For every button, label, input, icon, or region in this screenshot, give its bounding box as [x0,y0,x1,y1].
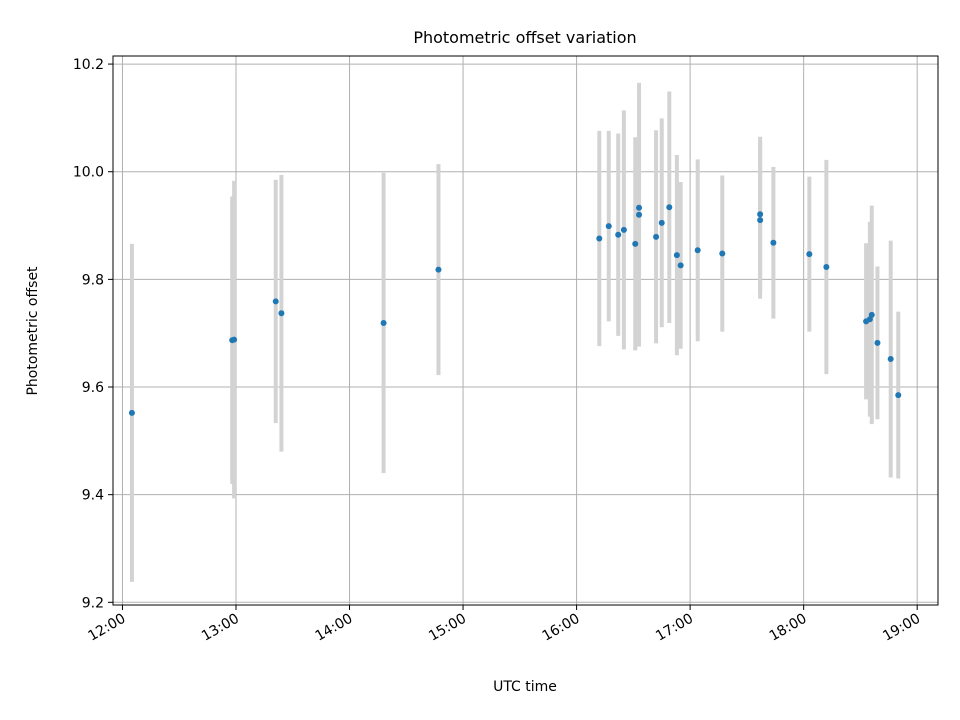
data-point [895,392,902,399]
y-axis-label: Photometric offset [25,266,41,396]
data-point [632,240,639,247]
data-point-layer [128,204,902,416]
data-point [380,319,387,326]
x-axis-label: UTC time [493,679,557,695]
data-point [757,211,764,218]
data-point [770,239,777,246]
data-point [636,211,643,218]
y-tick-label: 10.2 [73,57,104,73]
data-point [636,204,643,211]
data-point [605,223,612,230]
data-point [128,409,135,416]
y-axis-ticks: 9.2 9.4 9.6 9.8 10.0 10.2 [73,57,113,611]
plot-frame [112,55,939,606]
data-point [719,250,726,257]
data-point [868,311,875,318]
data-point [823,263,830,270]
grid-layer [113,56,938,605]
chart-title: Photometric offset variation [413,28,636,47]
y-tick-label: 9.2 [82,595,104,611]
data-point [615,231,622,238]
y-tick-label: 10.0 [73,165,104,181]
data-point [596,235,603,242]
data-point [887,356,894,363]
data-point [677,262,684,269]
data-point [673,252,680,259]
data-point [278,310,285,317]
data-point [658,219,665,226]
data-point [653,233,660,240]
data-point [806,251,813,258]
data-point [435,266,442,273]
data-point [231,336,238,343]
data-point [620,226,627,233]
data-point [272,298,279,305]
y-tick-label: 9.8 [82,272,104,288]
data-point [874,339,881,346]
data-point [757,217,764,224]
y-tick-label: 9.6 [82,380,104,396]
y-tick-label: 9.4 [82,488,104,504]
data-point [666,204,673,211]
data-point [694,247,701,254]
